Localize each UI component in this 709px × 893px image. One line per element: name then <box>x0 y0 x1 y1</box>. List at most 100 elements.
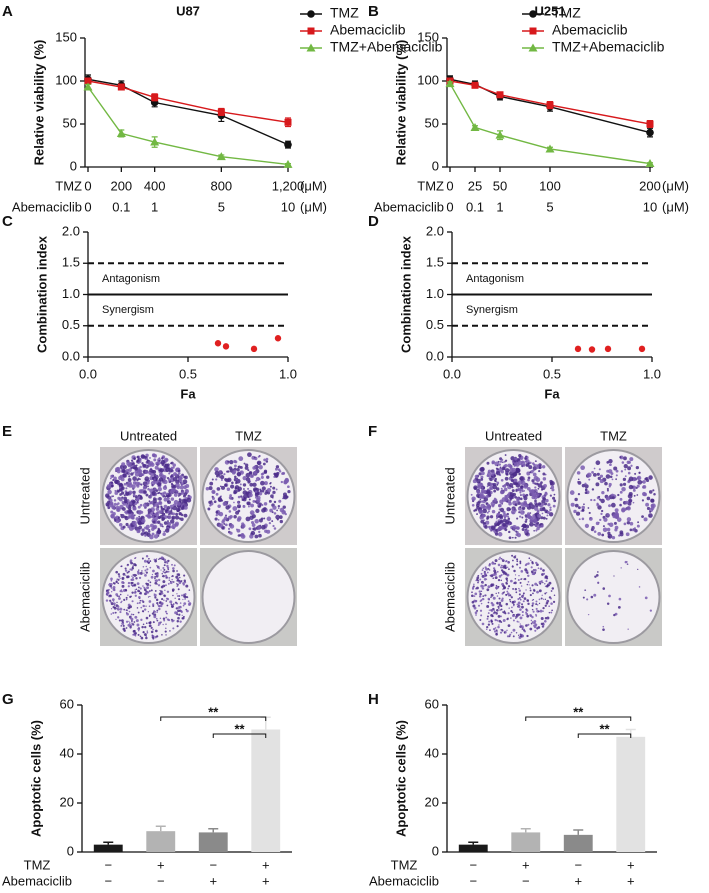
colony <box>509 492 514 497</box>
colony <box>493 489 497 493</box>
colony <box>487 493 492 497</box>
colony <box>490 619 493 622</box>
colony <box>263 458 267 462</box>
colony <box>526 471 531 476</box>
colony <box>498 463 501 466</box>
colony <box>542 625 545 627</box>
colony <box>613 466 618 471</box>
colony <box>625 532 630 537</box>
colony <box>144 534 147 537</box>
marker <box>284 118 292 126</box>
colony <box>515 468 521 474</box>
y-axis-label: Apoptotic cells (%) <box>28 720 43 837</box>
colony <box>490 574 494 578</box>
colony <box>504 468 510 473</box>
colony <box>164 627 167 630</box>
x-row-unit: (μM) <box>662 199 689 214</box>
colony <box>132 466 136 470</box>
colony <box>180 517 184 522</box>
colony <box>491 461 495 465</box>
colony <box>518 453 522 458</box>
colony <box>136 484 140 488</box>
marker <box>645 159 655 168</box>
error-bar <box>103 841 114 845</box>
colony <box>250 517 253 520</box>
colony <box>541 465 546 469</box>
colony <box>161 592 164 595</box>
colony <box>123 496 128 501</box>
colony <box>489 569 491 571</box>
colony <box>156 461 161 466</box>
colony <box>515 616 518 619</box>
colony <box>147 529 150 532</box>
colony <box>118 523 123 527</box>
colony <box>477 574 480 577</box>
x-tick-label: 0 <box>446 178 453 193</box>
colony <box>526 614 530 618</box>
colony <box>597 532 602 536</box>
colony <box>520 585 523 587</box>
colony <box>514 574 517 576</box>
colony <box>178 576 181 579</box>
colony <box>525 608 528 611</box>
colony <box>617 606 621 609</box>
colony <box>542 472 546 476</box>
colony <box>237 501 240 504</box>
colony <box>490 501 496 507</box>
colony <box>148 479 151 482</box>
colony <box>626 563 629 565</box>
colony <box>149 534 154 540</box>
colony <box>500 487 503 490</box>
colony <box>507 594 510 597</box>
colony <box>218 476 221 479</box>
colony <box>250 530 256 536</box>
colony <box>172 581 175 583</box>
colony <box>527 574 530 577</box>
colony <box>140 532 145 536</box>
colony <box>127 623 131 627</box>
colony <box>220 479 223 482</box>
x-tick-label: 0 <box>84 178 91 193</box>
colony <box>228 466 233 470</box>
colony <box>490 475 493 478</box>
colony <box>114 491 119 495</box>
colony <box>505 560 508 562</box>
colony <box>619 490 623 494</box>
colony <box>537 483 543 488</box>
colony <box>166 564 169 568</box>
colony <box>233 514 237 519</box>
colony <box>248 527 252 531</box>
colony <box>157 469 160 471</box>
colony <box>122 525 126 529</box>
colony <box>280 480 284 484</box>
colony <box>533 625 537 629</box>
colony <box>595 482 600 487</box>
colony <box>146 591 150 594</box>
colony <box>581 483 586 488</box>
colony <box>171 578 173 581</box>
colony <box>500 605 503 607</box>
colony <box>275 467 278 471</box>
colony <box>486 517 489 520</box>
colony <box>544 585 547 588</box>
colony <box>154 596 157 599</box>
colony <box>129 502 133 505</box>
colony <box>582 596 585 599</box>
colony <box>525 460 528 463</box>
colony <box>133 493 136 496</box>
colony <box>163 479 168 485</box>
colony <box>480 471 485 476</box>
colony <box>243 462 246 465</box>
colony <box>599 474 604 478</box>
colony <box>109 584 112 588</box>
colony <box>519 623 521 625</box>
colony <box>517 601 521 605</box>
colony <box>511 606 513 609</box>
y-tick-label: 0 <box>67 843 74 858</box>
colony <box>498 558 501 560</box>
colony <box>493 630 497 633</box>
colony <box>287 490 291 494</box>
colony <box>608 485 611 488</box>
colony <box>120 514 125 519</box>
x-tick-label: 5 <box>546 199 553 214</box>
